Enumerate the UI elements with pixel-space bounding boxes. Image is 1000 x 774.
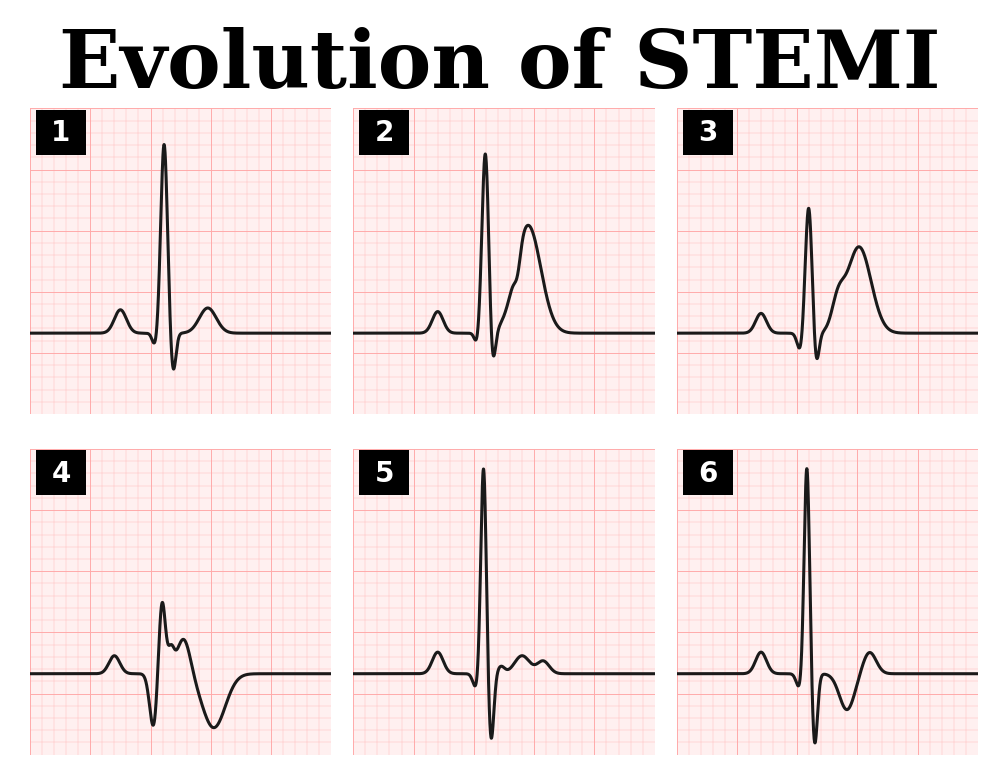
Text: 5: 5 <box>375 460 394 488</box>
Text: Evolution of STEMI: Evolution of STEMI <box>59 27 941 105</box>
Text: 1: 1 <box>51 119 71 147</box>
Text: 2: 2 <box>375 119 394 147</box>
Text: 3: 3 <box>698 119 717 147</box>
Text: 6: 6 <box>698 460 717 488</box>
Text: 4: 4 <box>51 460 71 488</box>
